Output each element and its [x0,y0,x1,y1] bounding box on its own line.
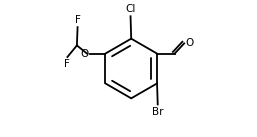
Text: F: F [75,15,80,25]
Text: O: O [186,38,194,48]
Text: Cl: Cl [125,4,136,14]
Text: F: F [64,59,70,69]
Text: O: O [80,49,89,59]
Text: Br: Br [152,107,163,117]
